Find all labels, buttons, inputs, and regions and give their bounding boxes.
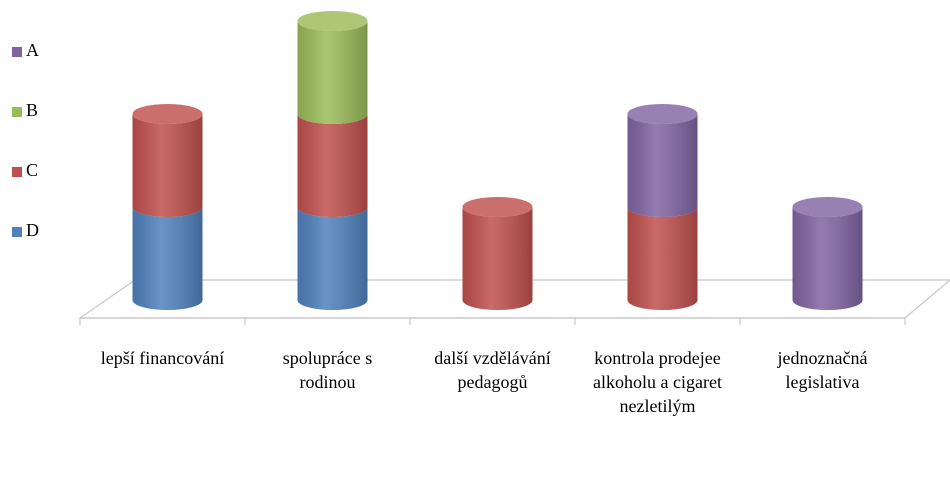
- segment-shade: [297, 114, 368, 217]
- segment-shade: [297, 21, 368, 125]
- segment-shade: [792, 207, 863, 310]
- legend-swatch: [12, 167, 22, 177]
- segment-shade: [462, 207, 533, 310]
- cylinder-top: [297, 11, 368, 31]
- segment-shade: [627, 114, 698, 217]
- x-tick-label: kontrola prodejee alkoholu a cigaret nez…: [593, 348, 722, 416]
- x-tick-label: další vzdělávání pedagogů: [434, 348, 551, 392]
- x-tick-label: lepší financování: [100, 348, 225, 368]
- cylinder-top-light: [462, 197, 533, 217]
- legend-label: C: [26, 160, 38, 180]
- cylinder-top-light: [792, 197, 863, 217]
- legend-swatch: [12, 47, 22, 57]
- cylinder-top: [462, 197, 533, 217]
- cylinder-top: [627, 104, 698, 124]
- legend-swatch: [12, 107, 22, 117]
- segment-shade: [132, 114, 203, 217]
- legend-swatch: [12, 227, 22, 237]
- legend-label: A: [26, 40, 39, 60]
- cylinder-top-light: [627, 104, 698, 124]
- legend-label: B: [26, 100, 38, 120]
- x-tick-label: spolupráce s rodinou: [282, 348, 373, 392]
- cylinder-top: [132, 104, 203, 124]
- cylinder-top: [792, 197, 863, 217]
- cylinder-top-light: [132, 104, 203, 124]
- segment-shade: [132, 207, 203, 310]
- segment-shade: [627, 207, 698, 310]
- x-tick-label: jednoznačná legislativa: [777, 348, 868, 392]
- segment-shade: [297, 207, 368, 310]
- cylinder-top-light: [297, 11, 368, 31]
- legend-label: D: [26, 220, 39, 240]
